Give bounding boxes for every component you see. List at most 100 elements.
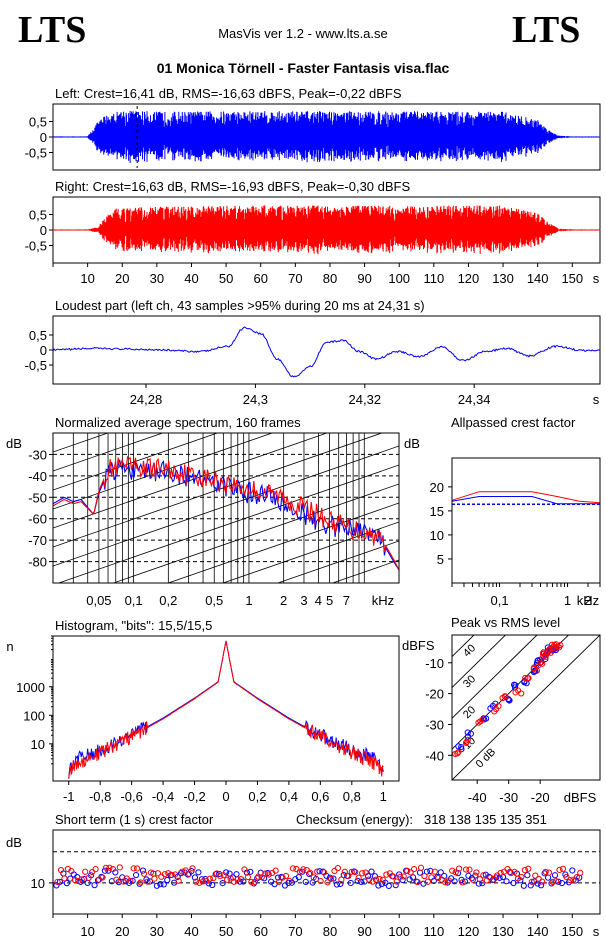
short-term-crest-point-left — [392, 882, 399, 889]
short-term-crest-point-left — [119, 874, 126, 881]
short-term-crest-point-right — [175, 877, 182, 884]
loudest-part-xunit: s — [593, 392, 600, 407]
short-term-crest-point-right — [196, 879, 203, 886]
short-term-crest-xtick-label: 40 — [184, 924, 198, 939]
waveform-right-xtick-label: 60 — [253, 271, 267, 286]
waveform-right-xtick-label: 140 — [527, 271, 549, 286]
waveform-right-xtick-label: 40 — [184, 271, 198, 286]
loudest-part-title: Loudest part (left ch, 43 samples >95% d… — [55, 298, 425, 313]
short-term-crest-point-right — [168, 871, 175, 879]
short-term-crest-point-right — [182, 867, 189, 874]
short-term-crest-point-left — [427, 867, 434, 874]
peak-vs-rms-point-right — [525, 675, 532, 682]
short-term-crest-point-right — [383, 871, 390, 878]
peak-vs-rms-point-right — [518, 690, 525, 697]
peak-vs-rms-ytick-label: -20 — [425, 687, 444, 702]
short-term-crest-xunit: s — [593, 924, 600, 939]
short-term-crest-point-left — [302, 878, 309, 886]
short-term-crest-point-left — [153, 882, 160, 889]
avg-spectrum-ytick-label: -60 — [28, 512, 47, 527]
short-term-crest-point-right — [556, 866, 563, 874]
waveform-right-xtick-label: 20 — [115, 271, 129, 286]
short-term-crest-point-left — [347, 879, 354, 887]
short-term-crest-xtick-label: 130 — [492, 924, 514, 939]
avg-spectrum-ytick-label: -30 — [28, 447, 47, 462]
peak-vs-rms-crest-line — [452, 635, 600, 780]
waveform-right-ytick-label: -0,5 — [25, 239, 47, 254]
histogram-ytick-label: 100 — [23, 708, 45, 723]
avg-spectrum-slope-line — [53, 433, 219, 491]
peak-vs-rms-xtick-label: -40 — [468, 790, 487, 805]
short-term-crest-point-right — [511, 868, 518, 875]
short-term-crest-point-right — [417, 864, 425, 871]
short-term-crest-point-right — [279, 874, 286, 881]
short-term-crest-point-right — [307, 869, 314, 876]
short-term-crest-point-right — [251, 878, 258, 886]
short-term-crest-point-right — [165, 870, 172, 877]
short-term-crest-point-left — [326, 874, 334, 881]
short-term-crest-point-left — [510, 879, 517, 887]
short-term-crest-point-right — [331, 867, 338, 875]
short-term-crest-point-right — [189, 865, 196, 872]
avg-spectrum-ytick-label: -40 — [28, 469, 47, 484]
short-term-crest-point-right — [303, 867, 310, 874]
histogram-xtick-label: -0,4 — [152, 789, 174, 804]
short-term-crest-point-right — [449, 867, 456, 874]
avg-spectrum-slope-line — [53, 445, 399, 567]
short-term-crest-point-right — [241, 866, 248, 873]
peak-vs-rms-point-right — [463, 738, 470, 746]
waveform-right-xtick-label: 120 — [458, 271, 480, 286]
short-term-crest-point-right — [442, 879, 449, 886]
short-term-crest-point-right — [199, 878, 207, 885]
short-term-crest-point-right — [265, 871, 272, 878]
short-term-crest-point-right — [248, 878, 255, 886]
short-term-crest-point-right — [552, 878, 560, 885]
histogram-xtick-label: 0,2 — [248, 789, 266, 804]
short-term-crest-point-left — [503, 878, 510, 885]
short-term-crest-point-right — [480, 872, 487, 879]
short-term-crest-point-left — [527, 882, 534, 889]
short-term-crest-point-right — [324, 879, 331, 886]
short-term-crest-point-right — [528, 878, 535, 885]
short-term-crest-point-left — [555, 878, 562, 885]
short-term-crest-point-left — [434, 874, 441, 881]
short-term-crest-point-right — [275, 878, 283, 885]
avg-spectrum-xtick-label: 1 — [245, 593, 252, 608]
short-term-crest-point-right — [255, 873, 262, 880]
short-term-crest-point-right — [369, 878, 376, 885]
peak-vs-rms-ylabel: dBFS — [402, 638, 435, 653]
avg-spectrum-xtick-label: 0,1 — [125, 593, 143, 608]
waveform-right-xtick-label: 150 — [561, 271, 583, 286]
allpassed-crest-xtick-label: 0,1 — [490, 593, 508, 608]
histogram-xtick-label: -0,6 — [120, 789, 142, 804]
short-term-crest-point-right — [227, 875, 234, 882]
short-term-crest-point-right — [359, 870, 366, 877]
short-term-crest-point-left — [136, 880, 143, 887]
short-term-crest-point-right — [410, 865, 418, 873]
histogram-ytick-label: 1000 — [16, 680, 45, 695]
short-term-crest-point-right — [272, 867, 279, 874]
peak-vs-rms-xtick-label: -30 — [499, 790, 518, 805]
short-term-crest-point-left — [129, 877, 136, 884]
short-term-crest-point-right — [559, 865, 567, 872]
allpassed-crest-ytick-label: 20 — [430, 480, 444, 495]
short-term-crest-point-right — [144, 878, 151, 885]
avg-spectrum-slope-line — [276, 540, 399, 583]
avg-spectrum-series-right — [52, 455, 400, 571]
short-term-crest-point-left — [53, 882, 60, 889]
avg-spectrum-slope-line — [112, 483, 399, 583]
histogram-xtick-label: 1 — [380, 789, 387, 804]
waveform-right-xtick-label: 110 — [423, 271, 444, 286]
short-term-crest-point-right — [376, 875, 383, 883]
peak-vs-rms-point-right — [512, 689, 519, 696]
histogram-xtick-label: -0,8 — [89, 789, 111, 804]
peak-vs-rms-point-right — [479, 716, 486, 723]
waveform-right-xunit: s — [593, 271, 600, 286]
short-term-crest-point-left — [139, 867, 147, 874]
waveform-right-xtick-label: 80 — [323, 271, 337, 286]
short-term-crest-point-right — [244, 873, 252, 881]
waveform-right-xtick-label: 10 — [80, 271, 94, 286]
avg-spectrum-slope-line — [53, 433, 164, 472]
short-term-crest-point-right — [78, 876, 85, 883]
peak-vs-rms-point-right — [495, 703, 502, 710]
